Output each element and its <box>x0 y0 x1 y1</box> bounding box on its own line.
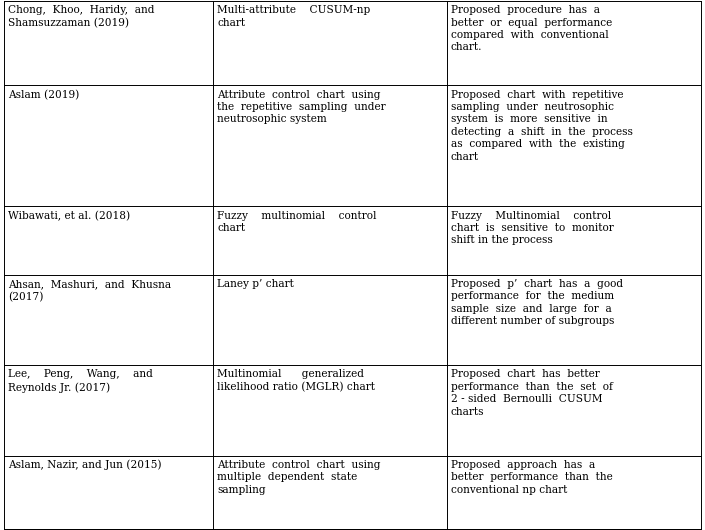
Text: Laney p’ chart: Laney p’ chart <box>217 279 294 289</box>
Text: Ahsan,  Mashuri,  and  Khusna
(2017): Ahsan, Mashuri, and Khusna (2017) <box>8 279 171 302</box>
Text: Proposed  chart  has  better
performance  than  the  set  of
2 ‑ sided  Bernoull: Proposed chart has better performance th… <box>451 369 613 417</box>
Text: Chong,  Khoo,  Haridy,  and
Shamsuzzaman (2019): Chong, Khoo, Haridy, and Shamsuzzaman (2… <box>8 5 154 28</box>
Text: Proposed  chart  with  repetitive
sampling  under  neutrosophic
system  is  more: Proposed chart with repetitive sampling … <box>451 90 633 162</box>
Text: Attribute  control  chart  using
the  repetitive  sampling  under
neutrosophic s: Attribute control chart using the repeti… <box>217 90 386 125</box>
Text: Lee,    Peng,    Wang,    and
Reynolds Jr. (2017): Lee, Peng, Wang, and Reynolds Jr. (2017) <box>8 369 152 393</box>
Text: Multinomial      generalized
likelihood ratio (MGLR) chart: Multinomial generalized likelihood ratio… <box>217 369 375 392</box>
Text: Proposed  p’  chart  has  a  good
performance  for  the  medium
sample  size  an: Proposed p’ chart has a good performance… <box>451 279 623 326</box>
Text: Fuzzy    multinomial    control
chart: Fuzzy multinomial control chart <box>217 210 376 233</box>
Text: Aslam (2019): Aslam (2019) <box>8 90 79 100</box>
Text: Multi-attribute    CUSUM-np
chart: Multi-attribute CUSUM-np chart <box>217 5 370 28</box>
Text: Proposed  procedure  has  a
better  or  equal  performance
compared  with  conve: Proposed procedure has a better or equal… <box>451 5 612 52</box>
Text: Proposed  approach  has  a
better  performance  than  the
conventional np chart: Proposed approach has a better performan… <box>451 460 613 494</box>
Text: Attribute  control  chart  using
multiple  dependent  state
sampling: Attribute control chart using multiple d… <box>217 460 381 494</box>
Text: Wibawati, et al. (2018): Wibawati, et al. (2018) <box>8 210 130 221</box>
Text: Aslam, Nazir, and Jun (2015): Aslam, Nazir, and Jun (2015) <box>8 460 161 471</box>
Text: Fuzzy    Multinomial    control
chart  is  sensitive  to  monitor
shift in the p: Fuzzy Multinomial control chart is sensi… <box>451 210 614 245</box>
